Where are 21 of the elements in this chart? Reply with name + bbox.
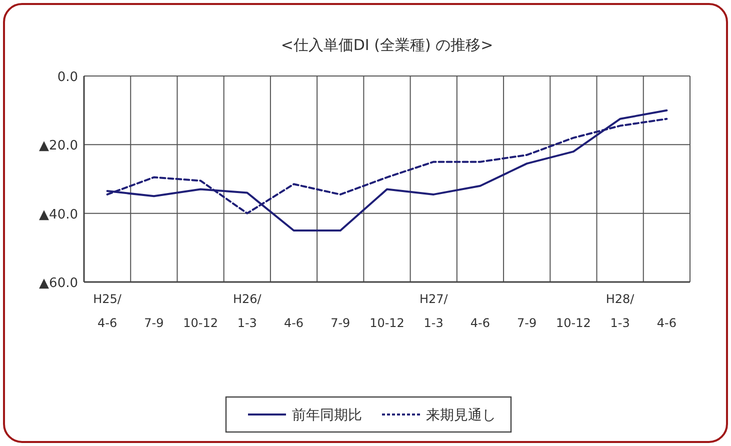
x-tick-label: 7-9 xyxy=(517,316,537,330)
y-tick-label: ▲40.0 xyxy=(39,207,78,222)
x-tick-label: 10-12 xyxy=(183,316,218,330)
x-tick-label: 4-6 xyxy=(656,316,676,330)
x-tick-label: 10-12 xyxy=(370,316,404,330)
legend-label: 来期見通し xyxy=(426,408,496,424)
x-tick-label: 4-6 xyxy=(470,316,490,330)
chart-title: <仕入単価DI (全業種) の推移> xyxy=(280,36,494,54)
x-tick-label: H28/ 1-3 xyxy=(606,292,636,330)
y-tick-label: 0.0 xyxy=(57,70,78,85)
x-tick-label: 7-9 xyxy=(330,316,350,330)
x-tick-label: H26/ 1-3 xyxy=(232,292,262,330)
x-tick-label: 7-9 xyxy=(144,316,164,330)
line-series xyxy=(106,109,668,232)
y-tick-label: ▲60.0 xyxy=(39,276,78,291)
x-tick-label: H25/ 4-6 xyxy=(93,292,122,330)
x-tick-label: H27/ 1-3 xyxy=(419,292,449,330)
x-tick-label: 10-12 xyxy=(556,316,591,330)
legend-label: 前年同期比 xyxy=(292,408,362,424)
y-tick-label: ▲20.0 xyxy=(39,138,78,154)
x-tick-label: 4-6 xyxy=(284,316,304,330)
